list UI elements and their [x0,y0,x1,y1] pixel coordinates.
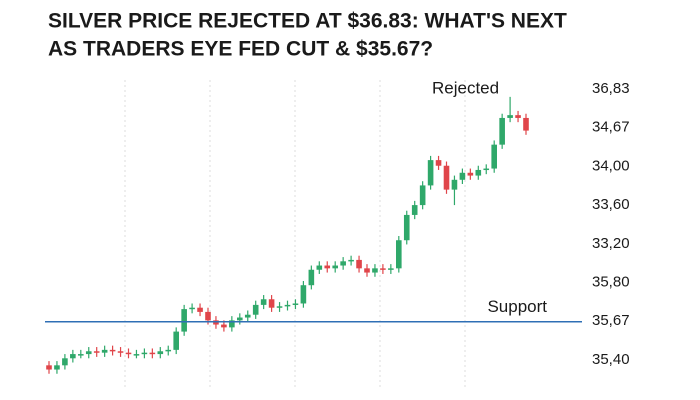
candle-body [396,240,402,269]
candle-body [451,179,458,190]
candle-body [388,268,394,270]
candle-body [475,169,482,176]
candle-body [268,299,275,308]
candle-body [46,365,52,370]
candle-body [93,351,100,353]
candle-body [483,168,490,171]
y-axis-label: 35,40 [592,351,630,368]
candle-body [300,285,307,304]
chart-title: AS TRADERS EYE FED CUT & $35.67? [48,38,433,61]
chart-title: SILVER PRICE REJECTED AT $36.83: WHAT'S … [48,10,567,33]
candle-body [189,307,195,310]
candle-body [332,265,338,269]
candle-body [316,265,323,270]
annotation: Rejected [432,78,499,97]
candle-body [356,259,362,269]
y-axis-label: 33,20 [592,235,630,252]
candle-body [507,115,513,118]
candle-body [173,331,179,350]
candle-body [427,160,434,186]
candle-body [149,352,156,355]
candle-body [117,351,124,353]
candle-body [499,117,505,145]
candle-body [276,306,283,308]
candle-body [459,172,466,180]
candle-body [292,303,299,305]
candle-body [372,268,378,273]
candle-body [491,144,497,169]
y-axis-label: 34,00 [592,157,630,174]
candle-body [260,299,267,305]
candle-body [348,259,354,262]
candle-body [244,314,251,318]
candle-body [467,172,474,176]
candle-body [221,324,227,328]
candle-body [308,269,315,286]
candle-body [54,365,60,370]
candle-body [85,351,92,355]
y-axis-label: 35,67 [592,312,630,329]
y-axis-label: 34,67 [592,119,630,136]
candle-body [157,351,164,355]
candle-body [419,185,426,206]
candle-body [411,205,418,215]
y-axis-label: 33,60 [592,196,630,213]
candle-body [435,160,442,166]
candle-body [197,307,203,312]
candle-body [125,352,132,355]
candle-body [237,317,243,321]
candle-body [133,354,140,356]
candle-body [62,358,68,366]
candle-body [70,354,76,359]
candle-body [205,311,211,321]
candle-body [380,268,386,270]
candle-body [364,268,370,273]
candle-body [252,304,259,315]
candle-body [284,304,291,307]
candle-body [523,117,529,131]
candle-body [165,349,172,352]
candle-body [181,309,187,332]
candle-body [515,115,521,118]
vertical-grid [124,80,466,390]
candle-body [340,261,346,266]
candle-body [229,320,235,328]
y-axis-label: 35,80 [592,273,630,290]
candle-body [403,214,410,241]
candle-body [443,165,450,190]
candle-body [101,349,108,353]
support-label: Support [487,297,547,316]
y-axis-label: 36,83 [592,80,630,97]
candle-body [141,352,148,355]
candle-body [109,349,116,352]
candle-body [78,354,84,356]
candle-body [324,265,331,269]
